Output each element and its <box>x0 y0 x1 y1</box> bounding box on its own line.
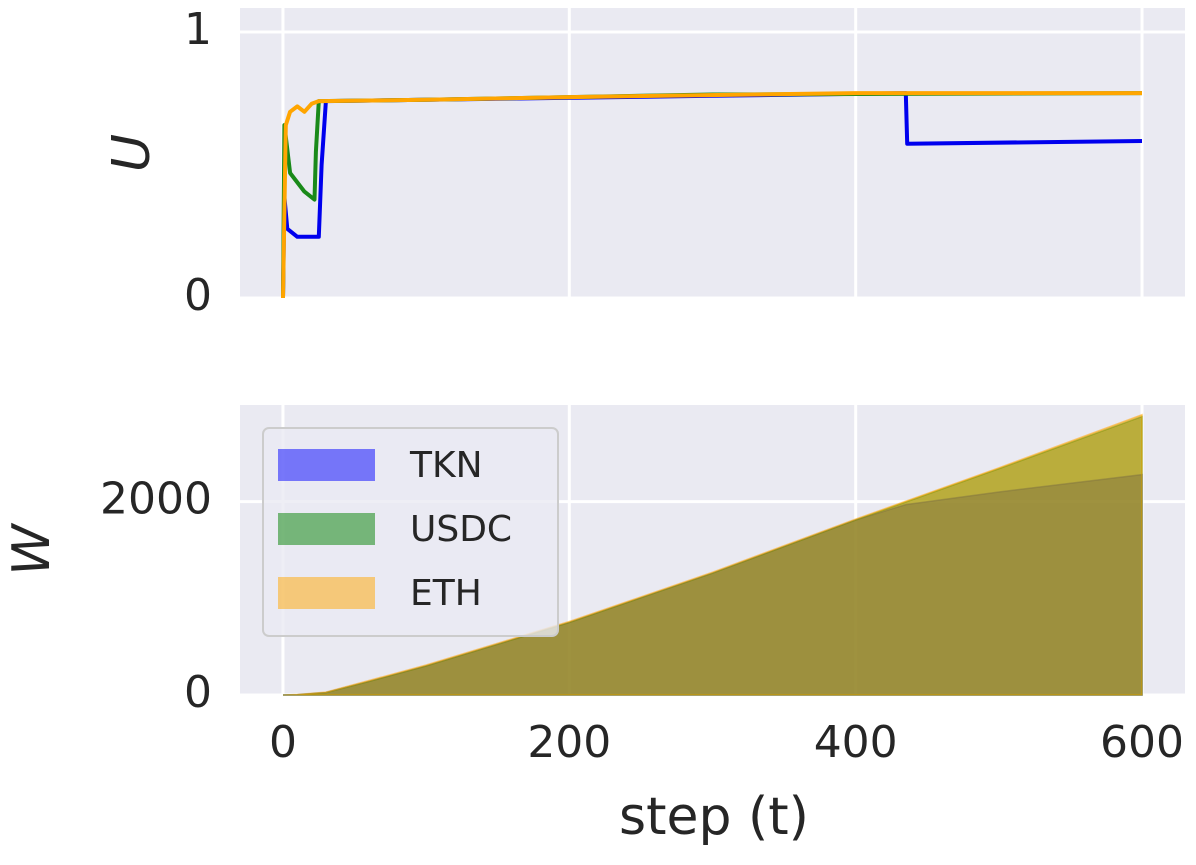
y-axis-label: W <box>2 522 62 576</box>
y-tick-label: 1 <box>184 4 212 55</box>
legend-label: TKN <box>409 445 483 486</box>
legend-swatch <box>278 449 375 481</box>
y-tick-label: 2000 <box>100 474 212 525</box>
series-line <box>281 91 1143 299</box>
x-tick-label: 0 <box>269 717 297 768</box>
legend-swatch <box>278 513 375 545</box>
y-tick-label: 0 <box>184 270 212 321</box>
legend-swatch <box>278 577 375 609</box>
legend-label: ETH <box>410 573 482 614</box>
series-area <box>282 413 1143 696</box>
x-tick-label: 200 <box>527 717 611 768</box>
x-tick-label: 600 <box>1100 717 1184 768</box>
plot-background <box>240 8 1185 298</box>
y-tick-label: 0 <box>184 667 212 718</box>
legend-label: USDC <box>410 509 512 550</box>
series-line <box>281 91 1142 299</box>
x-axis-label: step (t) <box>619 787 809 847</box>
y-axis-label: U <box>102 134 162 172</box>
legend: TKN USDC ETH <box>262 427 559 637</box>
x-tick-label: 400 <box>814 717 898 768</box>
